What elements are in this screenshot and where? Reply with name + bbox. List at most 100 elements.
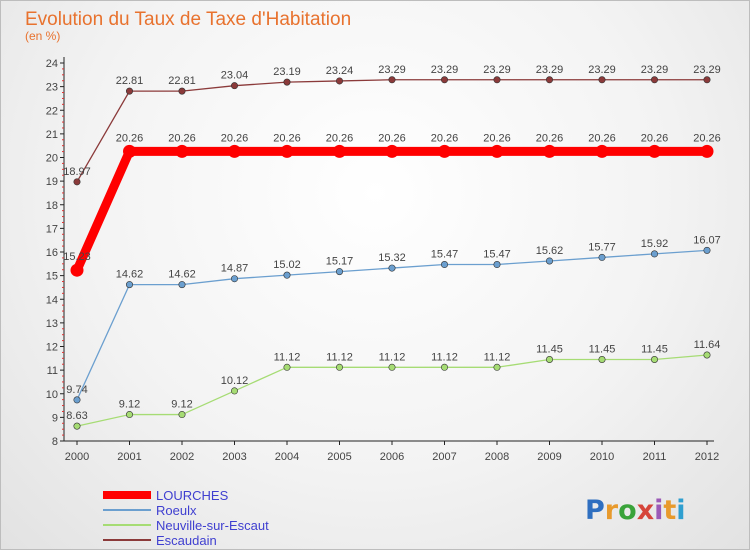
y-tick-label: 10 xyxy=(46,389,58,401)
chart-title: Evolution du Taux de Taxe d'Habitation xyxy=(25,9,351,30)
data-label: 9.12 xyxy=(119,399,140,411)
data-label: 20.26 xyxy=(273,132,301,144)
legend-label: Escaudain xyxy=(156,533,217,548)
data-point xyxy=(73,422,81,430)
data-point xyxy=(493,363,501,371)
data-label: 20.26 xyxy=(168,132,196,144)
series-neuville-sur-escaut: 8.63 9.12 9.12 10.12 11.12 11.12 11.12 11.12 11.… xyxy=(66,339,720,430)
data-label: 20.26 xyxy=(536,132,564,144)
data-point xyxy=(545,76,553,84)
data-label: 11.12 xyxy=(326,351,353,363)
data-label: 11.45 xyxy=(536,343,563,355)
data-point xyxy=(283,271,291,279)
data-label: 23.29 xyxy=(483,64,511,76)
data-label: 20.26 xyxy=(588,132,616,144)
data-point xyxy=(73,396,81,404)
series-roeulx: 9.74 14.62 14.62 14.87 15.02 15.17 15.32 15.47 1… xyxy=(66,234,721,404)
legend: LOURCHESRoeulxNeuville-sur-EscautEscauda… xyxy=(103,488,269,548)
data-point xyxy=(703,76,711,84)
data-point xyxy=(700,144,714,158)
data-point xyxy=(231,275,239,283)
logo-letter: t xyxy=(663,495,676,526)
chart-unit: (en %) xyxy=(25,29,60,43)
x-tick-label: 2005 xyxy=(327,451,351,463)
data-label: 23.29 xyxy=(431,64,459,76)
data-point xyxy=(598,76,606,84)
data-point xyxy=(650,250,658,258)
data-point xyxy=(493,76,501,84)
y-tick-label: 9 xyxy=(52,412,58,424)
data-point xyxy=(280,144,294,158)
data-label: 23.29 xyxy=(378,64,406,76)
logo-letter: r xyxy=(605,495,619,526)
data-label: 15.17 xyxy=(326,256,354,268)
data-point xyxy=(178,411,186,419)
series-escaudain: 18.97 22.81 22.81 23.04 23.19 23.24 23.29 23.29… xyxy=(63,64,721,186)
data-label: 15.62 xyxy=(536,245,564,257)
legend-label: Neuville-sur-Escaut xyxy=(156,518,269,533)
logo-letter: i xyxy=(654,495,663,526)
data-point xyxy=(595,144,609,158)
data-point xyxy=(73,178,81,186)
data-point xyxy=(388,264,396,272)
data-label: 8.63 xyxy=(66,410,87,422)
logo-letter: i xyxy=(676,495,685,526)
data-label: 23.24 xyxy=(326,65,354,77)
logo-letter: o xyxy=(618,495,637,526)
series-lourches: 15.23 20.26 20.26 20.26 20.26 20.26 20.26 20.26… xyxy=(63,132,721,277)
y-tick-label: 14 xyxy=(46,294,58,306)
legend-label: LOURCHES xyxy=(156,488,229,503)
data-point xyxy=(438,144,451,158)
proxiti-logo: Proxiti xyxy=(585,495,686,526)
x-tick-label: 2003 xyxy=(222,451,246,463)
data-label: 11.45 xyxy=(641,343,668,355)
y-tick-label: 13 xyxy=(46,318,58,330)
y-tick-label: 8 xyxy=(52,436,58,448)
x-tick-label: 2001 xyxy=(117,451,141,463)
data-point xyxy=(703,246,711,254)
data-label: 20.26 xyxy=(431,132,459,144)
data-label: 23.29 xyxy=(641,64,669,76)
data-label: 15.92 xyxy=(641,238,669,250)
data-point xyxy=(126,411,134,419)
data-point xyxy=(545,257,553,265)
data-point xyxy=(545,355,553,363)
data-label: 22.81 xyxy=(168,75,196,87)
y-tick-label: 23 xyxy=(46,82,58,94)
x-tick-label: 2000 xyxy=(65,451,89,463)
data-label: 16.07 xyxy=(693,234,721,246)
data-label: 10.12 xyxy=(221,375,249,387)
data-point xyxy=(388,76,396,84)
y-tick-label: 22 xyxy=(46,105,58,117)
data-label: 15.32 xyxy=(378,252,406,264)
x-tick-label: 2004 xyxy=(275,451,299,463)
data-label: 15.47 xyxy=(431,249,459,261)
logo-letter: x xyxy=(637,495,654,526)
data-point xyxy=(385,144,399,158)
data-label: 23.29 xyxy=(536,64,564,76)
y-tick-label: 16 xyxy=(46,247,58,259)
data-point xyxy=(126,87,134,95)
data-label: 20.26 xyxy=(326,132,354,144)
y-tick-label: 17 xyxy=(46,223,58,235)
data-point xyxy=(333,144,346,158)
x-tick-label: 2007 xyxy=(432,451,456,463)
series-layer: 18.97 22.81 22.81 23.04 23.19 23.24 23.29 23.29… xyxy=(63,64,721,430)
data-point xyxy=(175,144,189,158)
data-point xyxy=(648,144,661,158)
x-tick-label: 2002 xyxy=(170,451,194,463)
data-point xyxy=(440,76,448,84)
data-point xyxy=(228,144,241,158)
data-label: 23.04 xyxy=(221,70,249,82)
data-point xyxy=(178,281,186,289)
data-label: 9.74 xyxy=(66,384,87,396)
data-label: 11.12 xyxy=(431,351,458,363)
y-tick-label: 18 xyxy=(46,200,58,212)
y-tick-label: 21 xyxy=(46,129,58,141)
data-point xyxy=(123,144,136,158)
legend-label: Roeulx xyxy=(156,503,197,518)
data-point xyxy=(703,351,711,359)
data-point xyxy=(231,82,239,90)
